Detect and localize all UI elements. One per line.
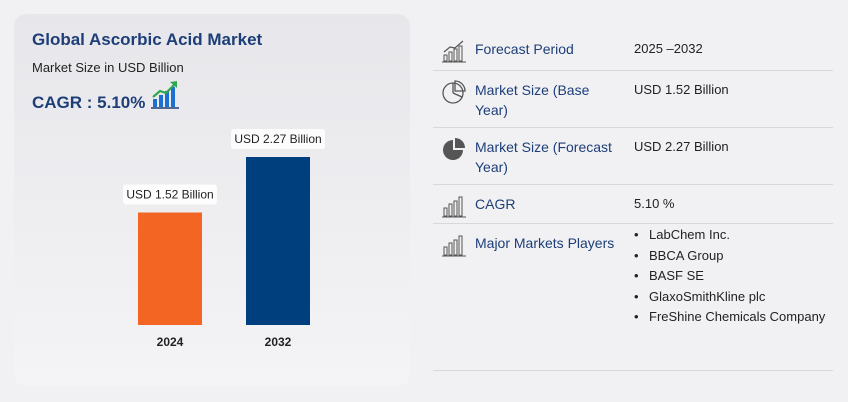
list-item: LabChem Inc.	[634, 225, 829, 246]
chart-title: Global Ascorbic Acid Market	[32, 30, 263, 49]
x-tick-label: 2024	[157, 335, 184, 349]
players-list-container: LabChem Inc. BBCA Group BASF SE GlaxoSmi…	[634, 225, 829, 328]
detail-value: 2025 –2032	[634, 41, 703, 56]
list-item: BBCA Group	[634, 246, 829, 267]
bar-chart: USD 1.52 Billion 2024 USD 2.27 Billion 2032	[123, 129, 325, 349]
data-label-background	[231, 129, 325, 149]
market-summary-card: Global Ascorbic Acid Market Market Size …	[14, 14, 410, 386]
chart-subtitle: Market Size in USD Billion	[32, 60, 184, 75]
pie-chart-outline-icon	[442, 80, 466, 104]
detail-label: Market Size (Forecast Year)	[475, 139, 612, 175]
detail-row-cagr: CAGR 5.10 %	[433, 185, 833, 224]
pie-chart-filled-icon	[443, 138, 465, 160]
detail-row-base-year-size: Market Size (Base Year) USD 1.52 Billion	[433, 71, 833, 128]
bar-2024	[138, 212, 202, 325]
detail-row-major-players: Major Markets Players LabChem Inc. BBCA …	[433, 224, 833, 371]
detail-label: CAGR	[475, 196, 516, 212]
list-item: FreShine Chemicals Company	[634, 307, 829, 328]
market-details-table: Forecast Period 2025 –2032 Market Size (…	[433, 30, 833, 371]
bar-2032	[246, 157, 310, 325]
detail-value: 5.10 %	[634, 196, 675, 211]
data-label: USD 1.52 Billion	[126, 188, 213, 202]
list-item: BASF SE	[634, 266, 829, 287]
detail-row-forecast-year-size: Market Size (Forecast Year) USD 2.27 Bil…	[433, 128, 833, 185]
detail-value: USD 2.27 Billion	[634, 139, 729, 154]
growth-chart-icon	[442, 40, 466, 63]
detail-row-forecast-period: Forecast Period 2025 –2032	[433, 30, 833, 71]
detail-label: Market Size (Base Year)	[475, 82, 590, 118]
detail-label: Major Markets Players	[475, 235, 615, 251]
bar-chart-icon	[442, 196, 466, 218]
list-item: GlaxoSmithKline plc	[634, 287, 829, 308]
x-tick-label: 2032	[265, 335, 292, 349]
detail-value: USD 1.52 Billion	[634, 82, 729, 97]
data-label: USD 2.27 Billion	[234, 132, 321, 146]
detail-label: Forecast Period	[475, 41, 574, 57]
bar-chart-icon	[442, 235, 466, 257]
cagr-label: CAGR : 5.10%	[32, 93, 146, 112]
growth-chart-icon	[151, 81, 179, 109]
players-list: LabChem Inc. BBCA Group BASF SE GlaxoSmi…	[634, 225, 829, 328]
data-label-background	[123, 184, 217, 205]
